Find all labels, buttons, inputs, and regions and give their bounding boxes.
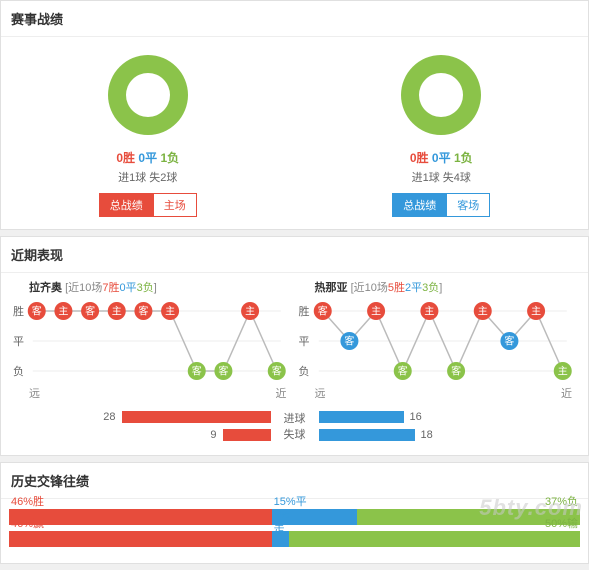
recent-right-col: 热那亚 [近10场5胜2平3负] 胜 平 负 客客主客主客主客主主 远 近 (295, 279, 581, 401)
far-left: 远 (29, 385, 40, 401)
h2h-row-2: 46%赢3%走50%输 (9, 531, 580, 547)
svg-text:客: 客 (344, 335, 354, 348)
foot-left: 远 近 (13, 383, 291, 401)
summary-prefix-left: [近10场 (65, 282, 102, 294)
foot-right: 远 近 (299, 383, 577, 401)
tab-home[interactable]: 主场 (153, 193, 197, 217)
formchart-right: 胜 平 负 客客主客主客主客主主 (299, 299, 577, 383)
wins-right: 0胜 (410, 151, 429, 165)
svg-text:客: 客 (218, 365, 228, 378)
match-right-col: 0胜 0平 1负 进1球 失4球 总战绩 客场 (295, 37, 589, 229)
form-svg-right: 客客主客主客主客主主 (299, 299, 577, 383)
match-record-row: 0胜 0平 1负 进1球 失2球 总战绩 主场 0胜 0平 1负 进1球 失4球… (1, 37, 588, 229)
svg-text:主: 主 (112, 306, 122, 318)
ga-right-row: 18 (319, 427, 581, 443)
svg-text:客: 客 (272, 365, 282, 378)
draws-right: 0平 (432, 151, 451, 165)
summary-w-left: 7胜 (102, 282, 119, 294)
gf-left-bar (122, 411, 271, 423)
svg-text:客: 客 (85, 305, 95, 318)
recent-left-head: 拉齐奥 [近10场7胜0平3负] (13, 279, 291, 295)
goals-against-label: 失球 (271, 426, 319, 442)
ga-left-num: 9 (204, 429, 222, 441)
wins-left: 0胜 (116, 151, 135, 165)
draws-left: 0平 (138, 151, 157, 165)
h2h-seg: 50%输 (289, 531, 580, 547)
goalbars-left: 28 9 (9, 407, 271, 445)
h2h-panel: 历史交锋往绩 46%胜15%平37%负 46%赢3%走50%输 (0, 462, 589, 564)
h2h-seg: 3%走 (272, 531, 289, 547)
tab-away[interactable]: 客场 (446, 193, 490, 217)
svg-text:客: 客 (192, 365, 202, 378)
near-right: 近 (561, 385, 572, 401)
recent-row: 拉齐奥 [近10场7胜0平3负] 胜 平 负 客主客主客主客客主客 远 近 热那… (1, 273, 588, 403)
svg-text:主: 主 (531, 306, 541, 318)
tabs-left: 总战绩 主场 (99, 193, 197, 217)
gf-right-bar (319, 411, 404, 423)
summary-l-right: 3负 (422, 282, 439, 294)
donut-right (401, 55, 481, 135)
goalbars: 28 9 进球 失球 16 18 (1, 403, 588, 455)
gf-left-num: 28 (97, 411, 121, 423)
svg-text:主: 主 (371, 306, 381, 318)
losses-left: 1负 (160, 151, 179, 165)
team-left: 拉齐奥 (29, 282, 62, 294)
summary-d-left: 0平 (119, 282, 136, 294)
goals-right: 进1球 失4球 (295, 169, 589, 185)
match-record-panel: 赛事战绩 0胜 0平 1负 进1球 失2球 总战绩 主场 0胜 0平 1负 进1… (0, 0, 589, 230)
team-right: 热那亚 (315, 282, 348, 294)
summary-l-left: 3负 (137, 282, 154, 294)
wld-right: 0胜 0平 1负 (295, 149, 589, 166)
svg-text:主: 主 (424, 306, 434, 318)
gf-left-row: 28 (9, 409, 271, 425)
gf-right-num: 16 (404, 411, 428, 423)
goalbars-right: 16 18 (319, 407, 581, 445)
near-left: 近 (276, 385, 287, 401)
goals-for-label: 进球 (271, 410, 319, 426)
summary-d-right: 2平 (405, 282, 422, 294)
form-svg-left: 客主客主客主客客主客 (13, 299, 291, 383)
goalbars-mid: 进球 失球 (271, 410, 319, 442)
svg-text:客: 客 (32, 305, 42, 318)
tab-overall-right[interactable]: 总战绩 (392, 193, 446, 217)
far-right: 远 (315, 385, 326, 401)
recent-panel: 近期表现 拉齐奥 [近10场7胜0平3负] 胜 平 负 客主客主客主客客主客 远… (0, 236, 589, 456)
h2h-body: 46%胜15%平37%负 46%赢3%走50%输 (1, 499, 588, 563)
gf-right-row: 16 (319, 409, 581, 425)
ga-left-row: 9 (9, 427, 271, 443)
svg-text:客: 客 (504, 335, 514, 348)
summary-suffix-right: ] (439, 282, 442, 294)
recent-left-col: 拉齐奥 [近10场7胜0平3负] 胜 平 负 客主客主客主客客主客 远 近 (9, 279, 295, 401)
donut-left (108, 55, 188, 135)
goals-left: 进1球 失2球 (1, 169, 295, 185)
svg-text:客: 客 (397, 365, 407, 378)
recent-right-head: 热那亚 [近10场5胜2平3负] (299, 279, 577, 295)
ga-right-num: 18 (415, 429, 439, 441)
summary-prefix-right: [近10场 (351, 282, 388, 294)
svg-text:客: 客 (317, 305, 327, 318)
svg-text:主: 主 (58, 306, 68, 318)
summary-w-right: 5胜 (388, 282, 405, 294)
wld-left: 0胜 0平 1负 (1, 149, 295, 166)
match-left-col: 0胜 0平 1负 进1球 失2球 总战绩 主场 (1, 37, 295, 229)
summary-suffix-left: ] (154, 282, 157, 294)
svg-text:客: 客 (138, 305, 148, 318)
formchart-left: 胜 平 负 客主客主客主客客主客 (13, 299, 291, 383)
ga-right-bar (319, 429, 415, 441)
svg-text:客: 客 (451, 365, 461, 378)
losses-right: 1负 (454, 151, 473, 165)
svg-text:主: 主 (557, 366, 567, 378)
recent-title: 近期表现 (1, 237, 588, 273)
svg-text:主: 主 (165, 306, 175, 318)
tabs-right: 总战绩 客场 (392, 193, 490, 217)
svg-text:主: 主 (245, 306, 255, 318)
h2h-seg: 46%赢 (9, 531, 272, 547)
tab-overall-left[interactable]: 总战绩 (99, 193, 153, 217)
ga-left-bar (223, 429, 271, 441)
match-record-title: 赛事战绩 (1, 1, 588, 37)
svg-text:主: 主 (477, 306, 487, 318)
